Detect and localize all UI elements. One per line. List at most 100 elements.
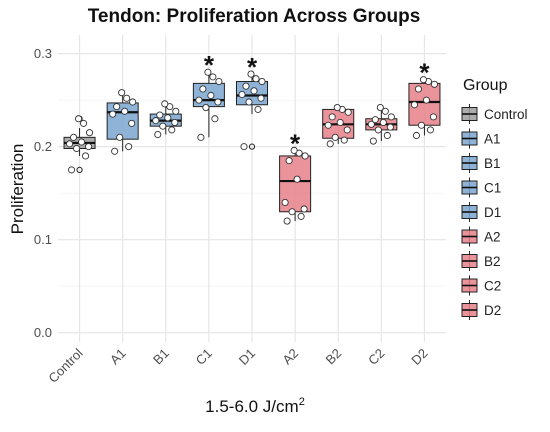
- box-c2: [365, 104, 398, 145]
- data-point: [121, 107, 129, 115]
- data-point: [125, 143, 133, 151]
- data-point: [113, 103, 121, 111]
- data-point: [80, 119, 88, 127]
- data-point: [164, 114, 172, 122]
- legend-item-b2: B2: [461, 251, 501, 271]
- legend-label: B2: [484, 254, 501, 269]
- box-c1: *: [192, 50, 225, 141]
- data-point: [343, 126, 351, 134]
- plot-area: * * * *: [58, 35, 446, 342]
- data-point: [204, 68, 212, 76]
- data-point: [68, 166, 76, 174]
- significance-star: *: [290, 128, 301, 158]
- y-axis-title: Proliferation: [8, 144, 27, 235]
- data-point: [383, 131, 391, 140]
- data-point: [293, 175, 301, 183]
- data-point: [254, 105, 262, 113]
- data-point: [379, 118, 387, 126]
- data-point: [250, 87, 258, 95]
- data-point: [82, 152, 90, 160]
- data-point: [197, 133, 205, 141]
- data-point: [118, 89, 126, 97]
- data-point: [111, 147, 119, 155]
- data-point: [85, 143, 93, 151]
- x-tick-label: C1: [193, 346, 215, 368]
- y-tick-label: 0.2: [34, 139, 52, 154]
- significance-star: *: [247, 52, 258, 82]
- data-point: [161, 100, 169, 108]
- data-point: [290, 146, 298, 154]
- data-point: [324, 121, 332, 129]
- data-point: [252, 75, 260, 83]
- x-axis-title-superscript: 2: [299, 396, 305, 408]
- legend-item-b1: B1: [461, 153, 501, 173]
- y-tick-label: 0.0: [34, 325, 52, 340]
- data-point: [171, 118, 179, 126]
- data-point: [336, 118, 344, 126]
- legend-label: D1: [484, 205, 501, 220]
- data-point: [387, 113, 395, 121]
- legend-label: C1: [484, 181, 501, 196]
- outlier-point: [76, 166, 83, 173]
- data-point: [211, 115, 219, 123]
- chart-title: Tendon: Proliferation Across Groups: [88, 6, 421, 27]
- data-point: [419, 76, 427, 84]
- data-point: [240, 143, 248, 151]
- data-point: [66, 140, 74, 148]
- data-point: [242, 82, 250, 90]
- data-point: [410, 101, 418, 109]
- legend-item-a2: A2: [461, 226, 501, 247]
- data-point: [214, 98, 222, 106]
- x-tick-label: C2: [365, 346, 387, 368]
- legend-label: Control: [484, 107, 528, 122]
- data-point: [328, 113, 336, 121]
- x-tick-label: A1: [107, 346, 129, 368]
- data-point: [340, 136, 348, 144]
- data-point: [202, 104, 210, 112]
- data-point: [371, 116, 379, 124]
- data-point: [426, 126, 434, 134]
- data-point: [152, 117, 160, 125]
- data-point: [367, 120, 375, 128]
- legend-title: Group: [463, 77, 508, 94]
- data-point: [300, 205, 308, 213]
- data-point: [207, 91, 215, 100]
- data-point: [417, 121, 425, 129]
- y-tick-label: 0.1: [34, 232, 52, 247]
- data-point: [285, 157, 293, 165]
- box-control: [63, 115, 96, 174]
- data-point: [75, 115, 83, 123]
- data-point: [297, 212, 305, 220]
- y-axis: 0.0 0.1 0.2 0.3: [34, 46, 52, 340]
- data-point: [129, 98, 137, 106]
- data-point: [283, 217, 291, 225]
- data-point: [78, 138, 86, 146]
- data-point: [172, 107, 180, 115]
- box-b2: [322, 104, 355, 148]
- data-point: [154, 130, 162, 139]
- legend-item-c1: C1: [461, 177, 501, 198]
- legend-item-d2: D2: [461, 300, 501, 320]
- data-point: [386, 123, 394, 131]
- x-tick-label: D2: [408, 346, 430, 368]
- data-point: [168, 126, 176, 134]
- data-point: [412, 131, 420, 140]
- x-axis-title-main: 1.5-6.0 J/cm: [205, 397, 299, 416]
- data-point: [281, 198, 289, 207]
- data-point: [331, 133, 339, 141]
- data-point: [245, 98, 253, 106]
- data-point: [123, 94, 131, 102]
- data-point: [301, 152, 309, 160]
- data-point: [429, 113, 437, 121]
- data-point: [414, 85, 422, 93]
- legend-label: B1: [484, 156, 501, 171]
- legend: Group Control A1 B1 C1 D1 A2 B2 C2 D2: [461, 77, 528, 320]
- data-point: [73, 144, 81, 153]
- data-point: [159, 122, 167, 130]
- box-b1: [149, 100, 182, 139]
- box-a2: *: [279, 128, 312, 225]
- significance-star: *: [204, 50, 215, 80]
- data-point: [195, 96, 203, 104]
- legend-item-c2: C2: [461, 275, 501, 296]
- data-point: [199, 85, 207, 93]
